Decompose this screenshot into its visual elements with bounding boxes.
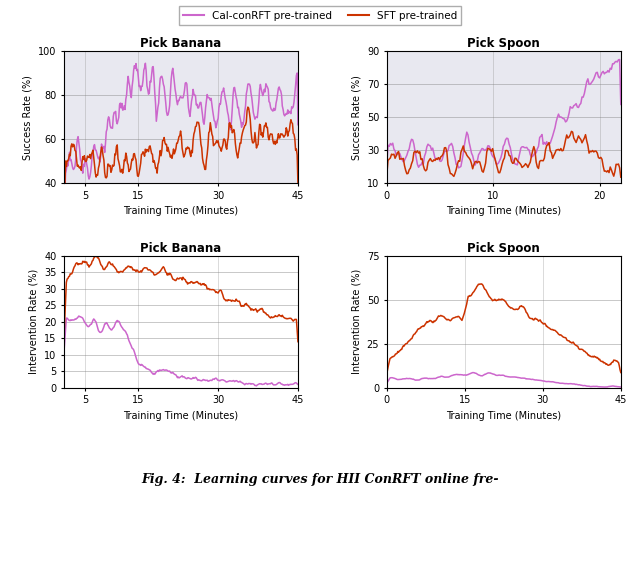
Y-axis label: Intervention Rate (%): Intervention Rate (%): [28, 269, 38, 374]
Title: Pick Spoon: Pick Spoon: [467, 37, 540, 50]
Title: Pick Spoon: Pick Spoon: [467, 242, 540, 255]
X-axis label: Training Time (Minutes): Training Time (Minutes): [446, 411, 561, 421]
Y-axis label: Success Rate (%): Success Rate (%): [351, 75, 362, 160]
Title: Pick Banana: Pick Banana: [140, 242, 221, 255]
Title: Pick Banana: Pick Banana: [140, 37, 221, 50]
X-axis label: Training Time (Minutes): Training Time (Minutes): [124, 411, 239, 421]
Legend: Cal-conRFT pre-trained, SFT pre-trained: Cal-conRFT pre-trained, SFT pre-trained: [179, 6, 461, 25]
Y-axis label: Success Rate (%): Success Rate (%): [22, 75, 33, 160]
Text: Fig. 4:  Learning curves for HII ConRFT online fre-: Fig. 4: Learning curves for HII ConRFT o…: [141, 473, 499, 486]
Y-axis label: Intervention Rate (%): Intervention Rate (%): [351, 269, 361, 374]
X-axis label: Training Time (Minutes): Training Time (Minutes): [124, 206, 239, 217]
X-axis label: Training Time (Minutes): Training Time (Minutes): [446, 206, 561, 217]
